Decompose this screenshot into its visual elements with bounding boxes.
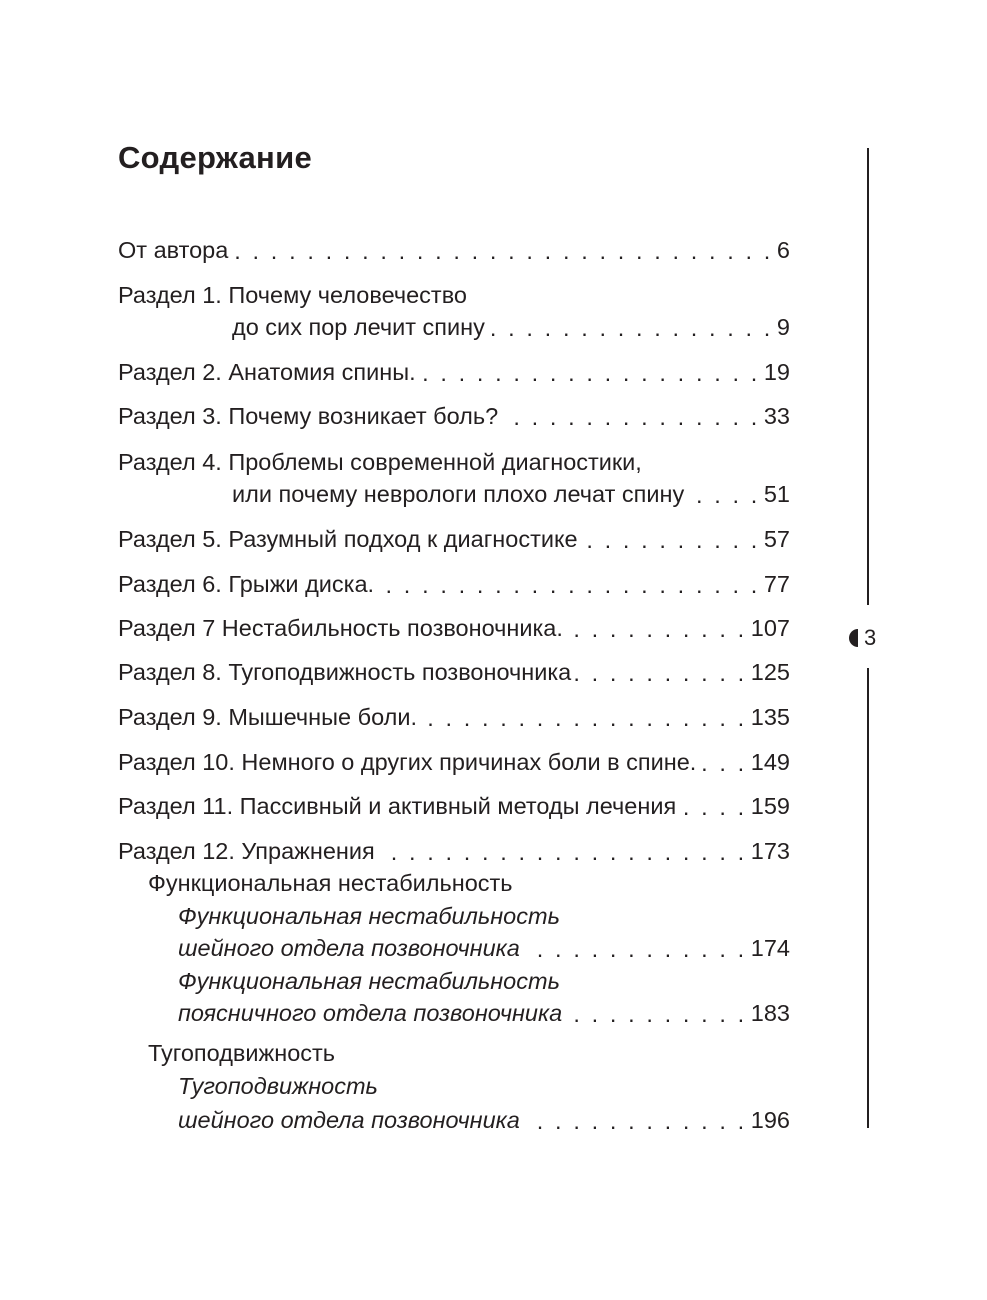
dot-leader — [524, 1104, 747, 1136]
dot-leader — [421, 701, 747, 733]
toc-entry[interactable]: Раздел 12. Упражнения173 — [118, 835, 790, 867]
page-ref: 173 — [750, 837, 790, 864]
dot-leader — [575, 656, 747, 688]
toc-entry-continuation[interactable]: или почему неврологи плохо лечат спину51 — [232, 478, 790, 510]
toc-entry[interactable]: Раздел 2. Анатомия спины.19 — [118, 356, 790, 388]
dot-leader — [680, 790, 747, 822]
page-ref: 19 — [763, 358, 790, 385]
toc-subentry-continuation[interactable]: шейного отдела позвоночника174 — [178, 932, 790, 964]
toc-entry[interactable]: Раздел 8. Тугоподвижность позвоночника12… — [118, 656, 790, 688]
page-ref: 174 — [750, 934, 790, 961]
dot-leader — [582, 523, 760, 555]
toc-subentry[interactable]: Функциональная нестабильность — [178, 967, 560, 994]
margin-rule-bottom — [867, 668, 869, 1128]
page-ref: 107 — [750, 614, 790, 641]
page-ref: 9 — [776, 313, 790, 340]
toc-entry[interactable]: Раздел 1. Почему человечество — [118, 281, 467, 308]
toc-entry[interactable]: Раздел 6. Грыжи диска.77 — [118, 568, 790, 600]
half-circle-marker-icon — [849, 629, 858, 647]
page-number: 3 — [864, 625, 877, 650]
toc-entry[interactable]: От автора6 — [118, 234, 790, 266]
toc-subentry[interactable]: Тугоподвижность — [178, 1072, 378, 1099]
page-ref: 196 — [750, 1106, 790, 1133]
dot-leader — [232, 234, 773, 266]
toc-entry[interactable]: Раздел 7 Нестабильность позвоночника.107 — [118, 612, 790, 644]
dot-leader — [420, 356, 760, 388]
toc-entry[interactable]: Раздел 3. Почему возникает боль?33 — [118, 400, 790, 432]
page-ref: 149 — [750, 748, 790, 775]
toc-entry[interactable]: Раздел 5. Разумный подход к диагностике5… — [118, 523, 790, 555]
page-ref: 33 — [763, 402, 790, 429]
toc-subheading[interactable]: Функциональная нестабильность — [148, 869, 513, 896]
page-ref: 135 — [750, 703, 790, 730]
dot-leader — [700, 746, 746, 778]
toc-subentry-continuation[interactable]: шейного отдела позвоночника196 — [178, 1104, 790, 1136]
dot-leader — [567, 612, 747, 644]
page-ref: 77 — [763, 570, 790, 597]
page-ref: 57 — [763, 525, 790, 552]
dot-leader — [524, 932, 747, 964]
toc-entry[interactable]: Раздел 4. Проблемы современной диагности… — [118, 448, 642, 475]
dot-leader — [489, 311, 773, 343]
toc-subentry-continuation[interactable]: поясничного отдела позвоночника183 — [178, 997, 790, 1029]
toc-subentry[interactable]: Функциональная нестабильность — [178, 902, 560, 929]
toc-entry[interactable]: Раздел 11. Пассивный и активный методы л… — [118, 790, 790, 822]
dot-leader — [502, 400, 760, 432]
toc-entry[interactable]: Раздел 9. Мышечные боли.135 — [118, 701, 790, 733]
page-ref: 159 — [750, 792, 790, 819]
dot-leader — [566, 997, 747, 1029]
page-ref: 125 — [750, 658, 790, 685]
toc-subheading[interactable]: Тугоподвижность — [148, 1039, 336, 1066]
page-ref: 6 — [776, 236, 790, 263]
toc-entry-continuation[interactable]: до сих пор лечит спину9 — [232, 311, 790, 343]
toc-entry[interactable]: Раздел 10. Немного о других причинах бол… — [118, 746, 790, 778]
margin-rule-top — [867, 148, 869, 605]
dot-leader — [378, 568, 760, 600]
page-ref: 51 — [763, 480, 790, 507]
dot-leader — [379, 835, 747, 867]
dot-leader — [688, 478, 760, 510]
page-title: Содержание — [118, 140, 312, 175]
page-ref: 183 — [750, 999, 790, 1026]
